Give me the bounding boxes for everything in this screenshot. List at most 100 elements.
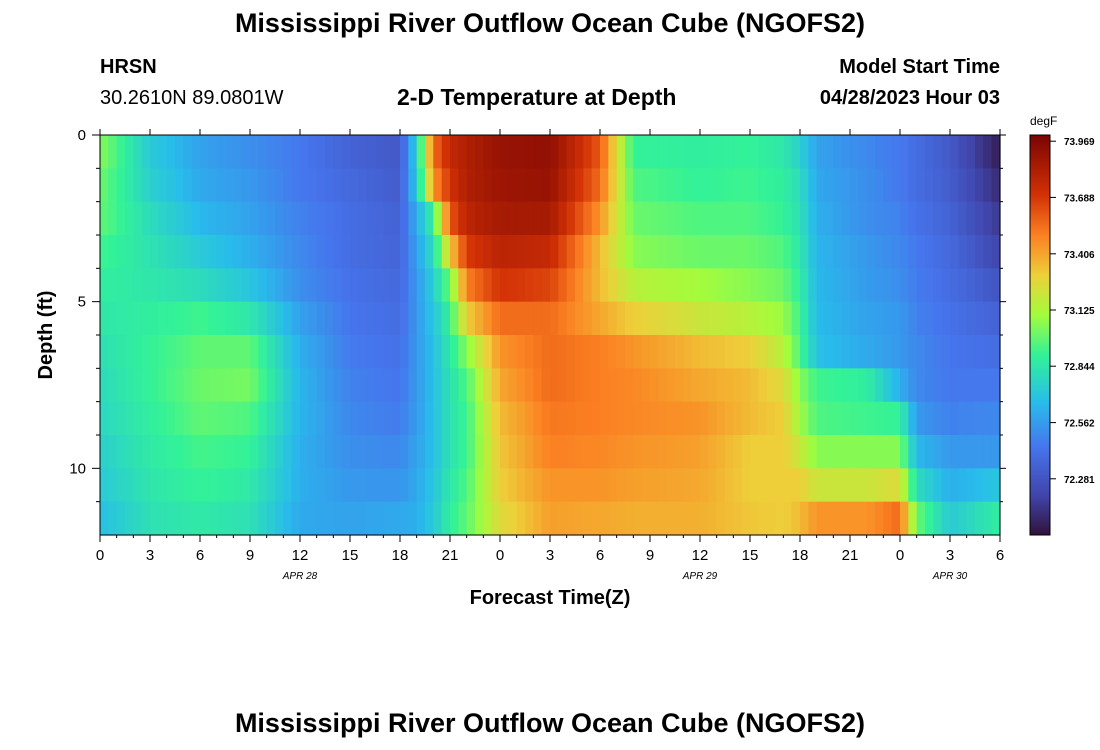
heatmap-cell: [283, 435, 293, 469]
heatmap-cell: [366, 368, 376, 403]
heatmap-cell: [350, 401, 359, 436]
heatmap-cell: [383, 435, 393, 469]
heatmap-cell: [866, 401, 876, 436]
heatmap-cell: [550, 235, 559, 269]
heatmap-cell: [991, 335, 1001, 369]
heatmap-cell: [850, 368, 859, 403]
heatmap-cell: [475, 335, 484, 369]
heatmap-cell: [341, 168, 351, 203]
heatmap-cell: [100, 135, 109, 169]
heatmap-cell: [808, 168, 818, 203]
heatmap-cell: [583, 135, 593, 169]
heatmap-cell: [758, 435, 768, 469]
heatmap-cell: [591, 335, 601, 369]
heatmap-cell: [641, 168, 651, 203]
heatmap-cell: [675, 135, 684, 169]
heatmap-cell: [325, 368, 334, 403]
heatmap-cell: [508, 301, 518, 336]
heatmap-cell: [258, 235, 268, 269]
heatmap-cell: [775, 401, 784, 436]
heatmap-cell: [733, 335, 743, 369]
heatmap-cell: [808, 201, 818, 236]
heatmap-cell: [150, 368, 159, 403]
heatmap-cell: [475, 435, 484, 469]
heatmap-cell: [166, 301, 176, 336]
heatmap-cell: [975, 368, 984, 403]
heatmap-cell: [358, 468, 368, 503]
heatmap-cell: [100, 368, 109, 403]
heatmap-cell: [291, 501, 301, 536]
heatmap-cell: [675, 235, 684, 269]
heatmap-cell: [825, 335, 834, 369]
heatmap-cell: [550, 335, 559, 369]
heatmap-cell: [108, 335, 118, 369]
heatmap-cell: [108, 435, 118, 469]
heatmap-cell: [975, 335, 984, 369]
heatmap-cell: [658, 235, 668, 269]
heatmap-cell: [958, 235, 968, 269]
heatmap-cell: [391, 168, 401, 203]
heatmap-cell: [991, 201, 1001, 236]
heatmap-cell: [358, 368, 368, 403]
x-tick-label: 18: [792, 547, 809, 564]
heatmap-cell: [250, 135, 259, 169]
heatmap-cell: [833, 468, 843, 503]
heatmap-cell: [808, 268, 818, 303]
heatmap-cell: [958, 501, 968, 536]
date-label: APR 28: [282, 571, 318, 582]
heatmap-cell: [225, 235, 234, 269]
heatmap-cell: [433, 501, 443, 536]
heatmap-cell: [966, 501, 976, 536]
heatmap-cell: [575, 435, 584, 469]
heatmap-cell: [300, 135, 309, 169]
heatmap-cell: [375, 268, 384, 303]
heatmap-cell: [733, 501, 743, 536]
heatmap-cell: [225, 435, 234, 469]
heatmap-cell: [508, 235, 518, 269]
model-start-label: Model Start Time: [839, 56, 1000, 78]
heatmap-cell: [458, 235, 468, 269]
heatmap-cell: [625, 268, 634, 303]
x-tick-label: 6: [996, 547, 1004, 564]
heatmap-cell: [258, 135, 268, 169]
heatmap-cell: [300, 468, 309, 503]
heatmap-cell: [875, 368, 884, 403]
heatmap-cell: [733, 435, 743, 469]
heatmap-cell: [275, 135, 284, 169]
heatmap-cell: [625, 235, 634, 269]
heatmap-cell: [616, 201, 626, 236]
heatmap-cell: [150, 268, 159, 303]
heatmap-cell: [175, 235, 184, 269]
heatmap-cell: [791, 468, 801, 503]
heatmap-cell: [791, 135, 801, 169]
heatmap-cell: [191, 235, 201, 269]
heatmap-cell: [125, 135, 134, 169]
heatmap-cell: [175, 468, 184, 503]
heatmap-cell: [733, 368, 743, 403]
y-axis-label: Depth (ft): [35, 291, 57, 380]
heatmap-cell: [308, 401, 318, 436]
heatmap-cell: [108, 401, 118, 436]
heatmap-cell: [116, 235, 126, 269]
heatmap-cell: [541, 501, 551, 536]
heatmap-cell: [533, 468, 543, 503]
heatmap-cell: [666, 401, 676, 436]
heatmap-cell: [608, 201, 618, 236]
heatmap-cell: [891, 201, 901, 236]
heatmap-cell: [783, 201, 793, 236]
heatmap-cell: [608, 401, 618, 436]
heatmap-cell: [775, 168, 784, 203]
heatmap-cell: [633, 435, 643, 469]
heatmap-cell: [816, 435, 826, 469]
heatmap-cell: [375, 301, 384, 336]
heatmap-cell: [275, 468, 284, 503]
heatmap-cell: [158, 401, 168, 436]
heatmap-cell: [283, 235, 293, 269]
heatmap-cell: [100, 501, 109, 536]
heatmap-cell: [991, 168, 1001, 203]
heatmap-cell: [775, 268, 784, 303]
heatmap-cell: [400, 501, 409, 536]
heatmap-cell: [650, 168, 659, 203]
heatmap-cell: [858, 235, 868, 269]
heatmap-cell: [116, 368, 126, 403]
